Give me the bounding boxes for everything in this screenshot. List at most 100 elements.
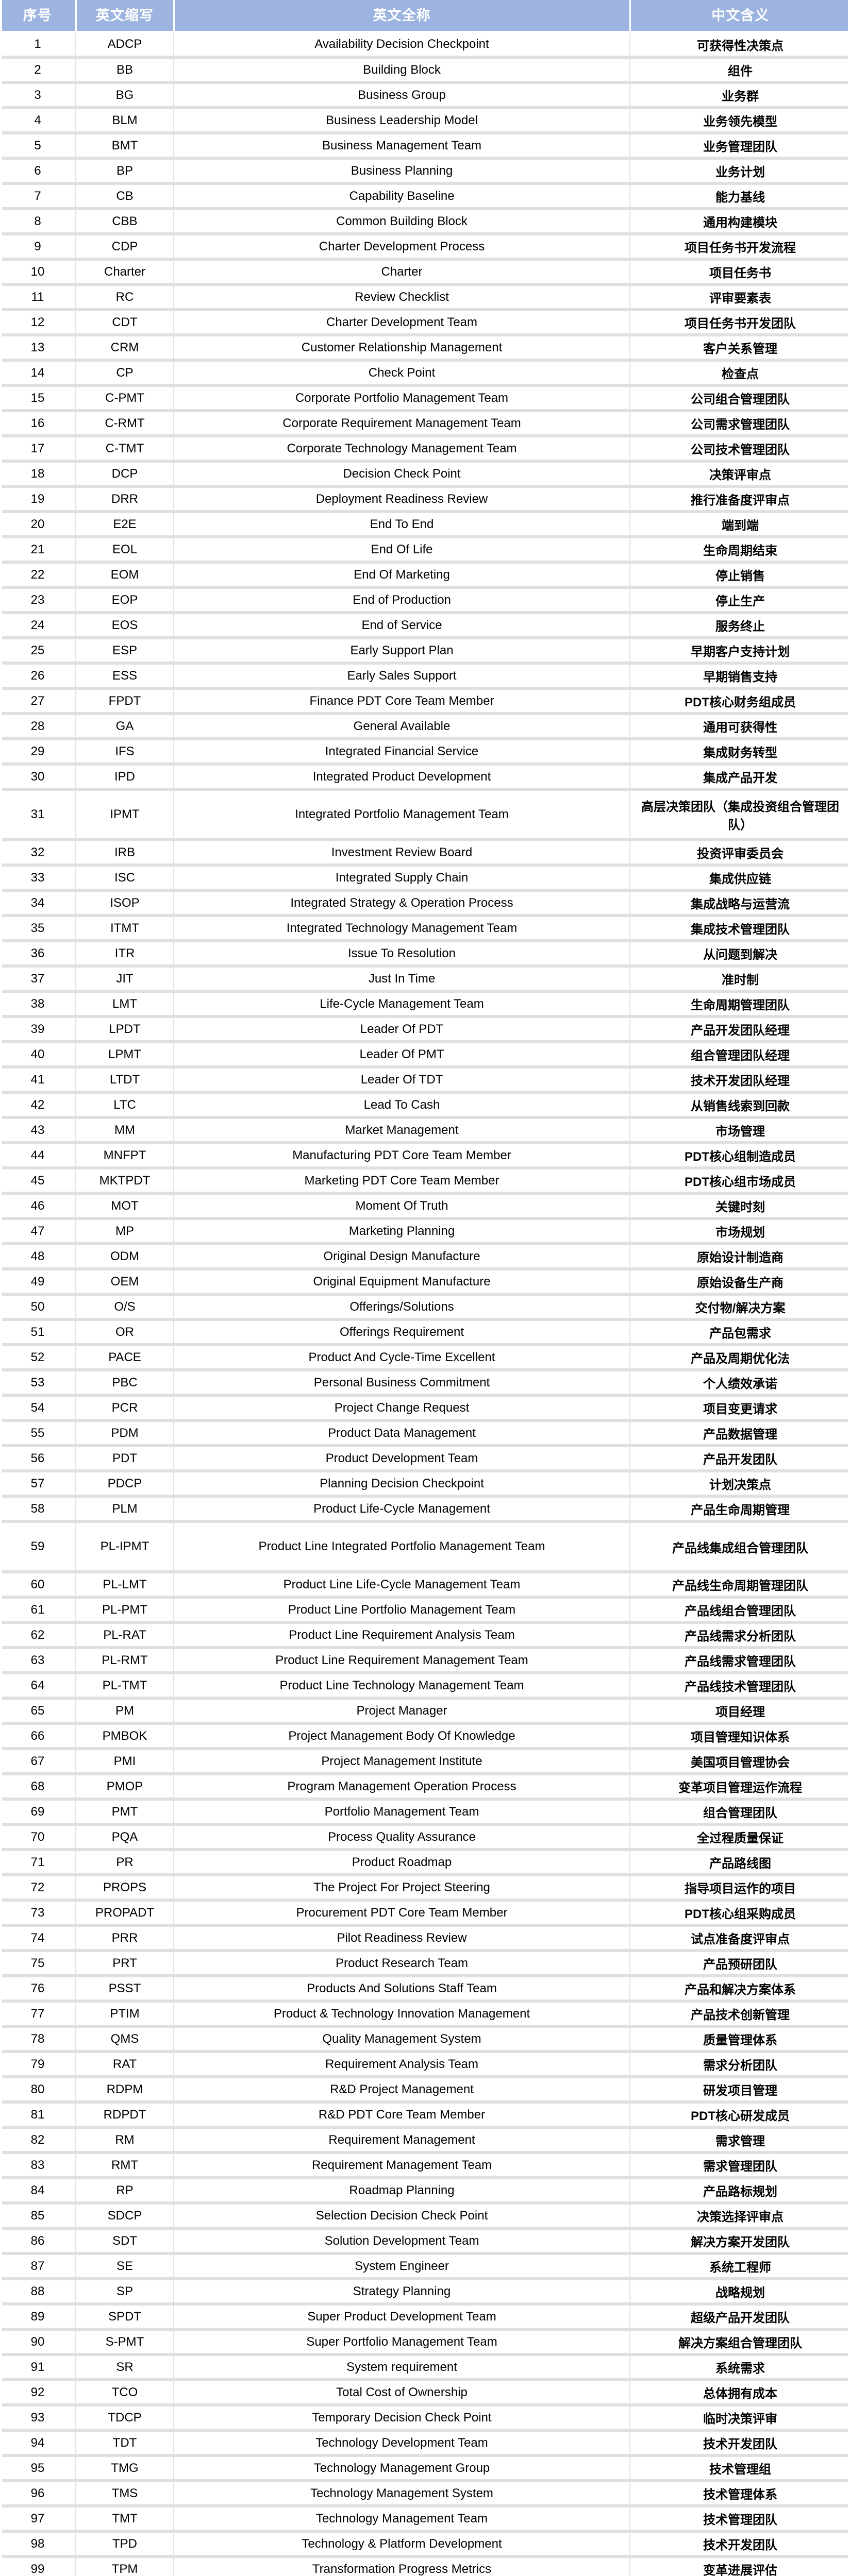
cell-full-name: Product Line Technology Management Team — [174, 1673, 630, 1700]
cell-abbreviation: CDP — [76, 234, 174, 261]
cell-abbreviation: RM — [76, 2127, 174, 2154]
table-row: 9 CDP Charter Development Process 项目任务书开发流程 — [0, 234, 850, 261]
cell-chinese-meaning: 产品数据管理 — [630, 1420, 850, 1447]
cell-seq: 54 — [0, 1395, 76, 1422]
cell-abbreviation: EOM — [76, 562, 174, 589]
cell-seq: 93 — [0, 2405, 76, 2432]
cell-abbreviation: BLM — [76, 108, 174, 134]
cell-chinese-meaning: 需求管理团队 — [630, 2153, 850, 2179]
cell-abbreviation: PR — [76, 1850, 174, 1876]
cell-chinese-meaning: 从销售线索到回款 — [630, 1092, 850, 1119]
cell-seq: 31 — [0, 789, 76, 841]
table-row: 47 MP Marketing Planning 市场规划 — [0, 1218, 850, 1245]
table-header: 序号 英文缩写 英文全称 中文含义 — [0, 0, 850, 33]
cell-full-name: Early Support Plan — [174, 638, 630, 665]
cell-abbreviation: CRM — [76, 335, 174, 362]
table-row: 44 MNFPT Manufacturing PDT Core Team Membe… — [0, 1143, 850, 1170]
cell-seq: 42 — [0, 1092, 76, 1119]
table-row: 94 TDT Technology Development Team 技术开发团队 — [0, 2430, 850, 2457]
cell-seq: 35 — [0, 916, 76, 942]
cell-seq: 85 — [0, 2203, 76, 2230]
cell-full-name: Integrated Financial Service — [174, 739, 630, 766]
cell-chinese-meaning: 产品线需求分析团队 — [630, 1622, 850, 1649]
cell-seq: 16 — [0, 411, 76, 437]
cell-abbreviation: S-PMT — [76, 2329, 174, 2356]
cell-abbreviation: PL-PMT — [76, 1597, 174, 1624]
cell-full-name: Market Management — [174, 1117, 630, 1144]
cell-chinese-meaning: 业务管理团队 — [630, 133, 850, 160]
table-row: 11 RC Review Checklist 评审要素表 — [0, 284, 850, 311]
cell-chinese-meaning: 集成供应链 — [630, 865, 850, 892]
cell-abbreviation: SR — [76, 2354, 174, 2381]
cell-full-name: Building Block — [174, 57, 630, 84]
cell-seq: 98 — [0, 2531, 76, 2558]
cell-seq: 78 — [0, 2026, 76, 2053]
cell-abbreviation: MOT — [76, 1193, 174, 1220]
cell-full-name: Integrated Portfolio Management Team — [174, 789, 630, 841]
page-right-gutter — [848, 0, 850, 2576]
column-header-abbr: 英文缩写 — [76, 0, 175, 33]
cell-chinese-meaning: 系统工程师 — [630, 2253, 850, 2280]
column-header-full: 英文全称 — [174, 0, 631, 33]
cell-abbreviation: TMT — [76, 2506, 174, 2533]
cell-seq: 70 — [0, 1824, 76, 1851]
table-body: 1 ADCP Availability Decision Checkpoint 可获得… — [0, 32, 850, 2576]
table-row: 55 PDM Product Data Management 产品数据管理 — [0, 1420, 850, 1447]
cell-abbreviation: PL-TMT — [76, 1673, 174, 1700]
cell-seq: 72 — [0, 1875, 76, 1902]
cell-chinese-meaning: 端到端 — [630, 512, 850, 538]
table-row: 88 SP Strategy Planning 战略规划 — [0, 2279, 850, 2306]
cell-full-name: Marketing Planning — [174, 1218, 630, 1245]
cell-abbreviation: PACE — [76, 1345, 174, 1371]
cell-seq: 15 — [0, 385, 76, 412]
table-row: 21 EOL End Of Life 生命周期结束 — [0, 537, 850, 564]
cell-full-name: Issue To Resolution — [174, 941, 630, 968]
cell-full-name: Original Equipment Manufacture — [174, 1269, 630, 1296]
cell-abbreviation: PROPADT — [76, 1900, 174, 1927]
cell-chinese-meaning: 业务计划 — [630, 158, 850, 185]
cell-abbreviation: PLM — [76, 1496, 174, 1523]
cell-full-name: System Engineer — [174, 2253, 630, 2280]
cell-full-name: Pilot Readiness Review — [174, 1925, 630, 1952]
cell-abbreviation: QMS — [76, 2026, 174, 2053]
cell-chinese-meaning: 业务领先模型 — [630, 108, 850, 134]
cell-full-name: Charter — [174, 259, 630, 286]
cell-abbreviation: ISC — [76, 865, 174, 892]
table-row: 22 EOM End Of Marketing 停止销售 — [0, 562, 850, 589]
cell-abbreviation: TMG — [76, 2455, 174, 2482]
cell-abbreviation: LMT — [76, 991, 174, 1018]
cell-full-name: Offerings Requirement — [174, 1319, 630, 1346]
cell-abbreviation: JIT — [76, 966, 174, 993]
cell-full-name: Project Change Request — [174, 1395, 630, 1422]
cell-abbreviation: OR — [76, 1319, 174, 1346]
cell-chinese-meaning: 产品线生命周期管理团队 — [630, 1572, 850, 1599]
table-row: 63 PL-RMT Product Line Requirement Managem… — [0, 1648, 850, 1674]
cell-full-name: Process Quality Assurance — [174, 1824, 630, 1851]
cell-chinese-meaning: 解决方案开发团队 — [630, 2228, 850, 2255]
table-row: 33 ISC Integrated Supply Chain 集成供应链 — [0, 865, 850, 892]
cell-abbreviation: TMS — [76, 2481, 174, 2507]
cell-abbreviation: CB — [76, 183, 174, 210]
cell-full-name: Corporate Requirement Management Team — [174, 411, 630, 437]
cell-abbreviation: OEM — [76, 1269, 174, 1296]
cell-full-name: Leader Of PDT — [174, 1016, 630, 1043]
cell-chinese-meaning: 交付物/解决方案 — [630, 1294, 850, 1321]
table-row: 64 PL-TMT Product Line Technology Manageme… — [0, 1673, 850, 1700]
cell-seq: 59 — [0, 1521, 76, 1573]
cell-seq: 76 — [0, 1976, 76, 2003]
cell-chinese-meaning: 系统需求 — [630, 2354, 850, 2381]
cell-seq: 52 — [0, 1345, 76, 1371]
cell-abbreviation: LTDT — [76, 1067, 174, 1094]
cell-seq: 80 — [0, 2077, 76, 2104]
cell-abbreviation: BB — [76, 57, 174, 84]
cell-abbreviation: TDCP — [76, 2405, 174, 2432]
cell-seq: 28 — [0, 714, 76, 740]
table-row: 41 LTDT Leader Of TDT 技术开发团队经理 — [0, 1067, 850, 1094]
cell-seq: 44 — [0, 1143, 76, 1170]
cell-full-name: Product Line Requirement Analysis Team — [174, 1622, 630, 1649]
cell-seq: 29 — [0, 739, 76, 766]
cell-full-name: Requirement Management Team — [174, 2153, 630, 2179]
cell-seq: 17 — [0, 436, 76, 463]
cell-chinese-meaning: 集成产品开发 — [630, 764, 850, 791]
table-row: 66 PMBOK Project Management Body Of Knowle… — [0, 1723, 850, 1750]
